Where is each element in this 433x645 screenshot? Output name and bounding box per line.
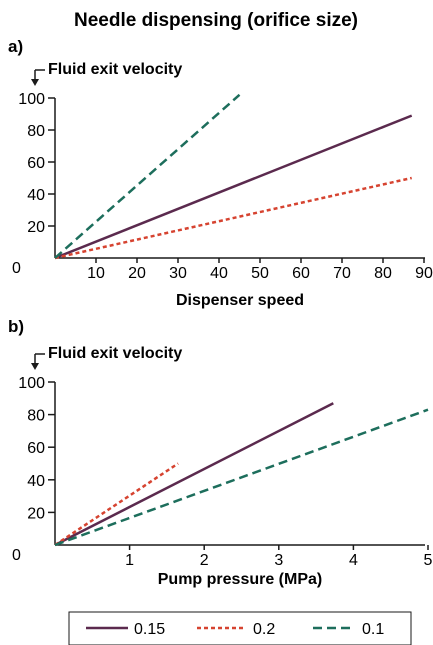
panel-a-x-tick-label: 90 xyxy=(415,265,433,282)
panel-a-y-tick-label: 60 xyxy=(27,155,45,172)
panel-b-ylabel-arrow xyxy=(31,353,45,370)
panel-a-y-tick-label: 40 xyxy=(27,187,45,204)
legend-item-0.15: 0.15 xyxy=(86,621,165,638)
panel-a-series-line-0.15 xyxy=(54,114,413,260)
panel-a-y-tick-label: 80 xyxy=(27,123,45,140)
panel-a-series-line-0.1 xyxy=(54,93,241,259)
panel-b-series-line-0.2 xyxy=(54,462,179,547)
panel-a-x-tick-label: 60 xyxy=(292,265,310,282)
panel-a-origin-label: 0 xyxy=(12,260,21,277)
panel-b-x-tick-label: 1 xyxy=(125,552,134,569)
panel-b-origin-label: 0 xyxy=(12,547,21,564)
panel-b: b) Fluid exit velocity 20 40 60 80 100 1 2 3 4 5… xyxy=(8,317,433,588)
panel-b-x-tick-label: 5 xyxy=(424,552,433,569)
panel-b-xlabel: Pump pressure (MPa) xyxy=(158,571,322,588)
panel-b-y-tick-label: 80 xyxy=(27,408,45,425)
panel-a-y-ticks: 20 40 60 80 100 xyxy=(18,91,55,236)
legend-label-0.2: 0.2 xyxy=(253,621,275,638)
panel-b-label: b) xyxy=(8,317,24,336)
panel-b-x-ticks: 1 2 3 4 5 xyxy=(125,545,433,569)
panel-b-y-tick-label: 60 xyxy=(27,440,45,457)
panel-a-ylabel: Fluid exit velocity xyxy=(48,61,182,78)
panel-b-x-tick-label: 4 xyxy=(349,552,358,569)
panel-a-y-tick-label: 20 xyxy=(27,219,45,236)
panel-b-x-tick-label: 3 xyxy=(274,552,283,569)
panel-a-x-tick-label: 80 xyxy=(374,265,392,282)
legend-label-0.1: 0.1 xyxy=(362,621,384,638)
panel-a-x-tick-label: 50 xyxy=(251,265,269,282)
panel-a-x-tick-label: 20 xyxy=(128,265,146,282)
panel-a-x-ticks: 10 20 30 40 50 60 70 80 90 xyxy=(87,258,433,282)
panel-a-x-tick-label: 70 xyxy=(333,265,351,282)
panel-b-x-tick-label: 2 xyxy=(200,552,209,569)
panel-b-series-line-0.15 xyxy=(54,402,334,547)
panel-b-y-tick-label: 20 xyxy=(27,505,45,522)
panel-a-x-tick-label: 40 xyxy=(210,265,228,282)
panel-a-series xyxy=(54,93,413,260)
panel-b-y-tick-label: 40 xyxy=(27,473,45,490)
panel-b-y-tick-label: 100 xyxy=(18,375,45,392)
chart-title: Needle dispensing (orifice size) xyxy=(74,10,358,31)
panel-b-y-ticks: 20 40 60 80 100 xyxy=(18,375,55,522)
panel-a-series-line-0.2 xyxy=(54,176,412,260)
panel-a-xlabel: Dispenser speed xyxy=(176,292,304,309)
legend-label-0.15: 0.15 xyxy=(134,621,165,638)
panel-a: a) Fluid exit velocity 20 40 60 80 100 10 20 3… xyxy=(8,37,433,309)
legend-item-0.1: 0.1 xyxy=(313,621,384,638)
panel-a-x-tick-label: 30 xyxy=(169,265,187,282)
panel-a-x-tick-label: 10 xyxy=(87,265,105,282)
legend: 0.15 0.2 0.1 xyxy=(68,611,412,645)
legend-item-0.2: 0.2 xyxy=(197,621,275,638)
panel-a-y-tick-label: 100 xyxy=(18,91,45,108)
panel-b-series-line-0.1 xyxy=(54,408,429,547)
panel-a-ylabel-arrow xyxy=(31,69,45,86)
panel-b-series xyxy=(54,402,429,547)
panel-a-label: a) xyxy=(8,37,23,56)
panel-b-ylabel: Fluid exit velocity xyxy=(48,345,182,362)
